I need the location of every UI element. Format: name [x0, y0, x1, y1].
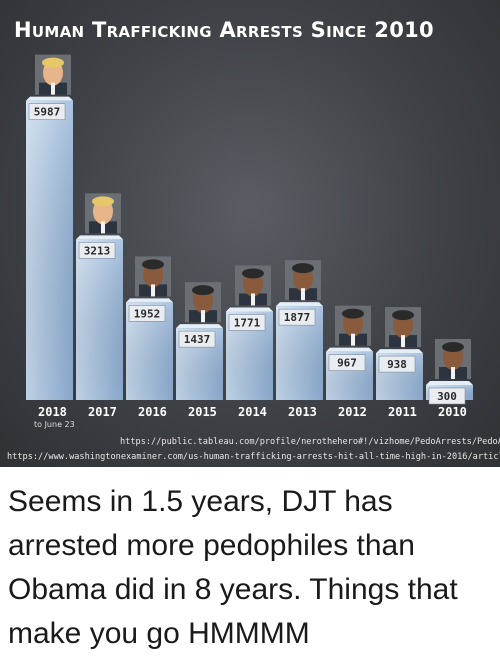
x-tick-label-2014: 2014 [238, 405, 267, 419]
portrait-hair [392, 310, 414, 321]
value-label-box-2014 [228, 314, 266, 331]
meme-image: Human Trafficking Arrests Since 2010 598… [0, 0, 500, 467]
bar-top-2015 [176, 324, 223, 329]
portrait-hair [442, 342, 464, 352]
source-url-2: https://www.washingtonexaminer.com/us-hu… [7, 452, 500, 462]
value-label-box-2016 [128, 305, 166, 322]
portrait-trump-icon [85, 193, 121, 234]
portrait-shirt [201, 310, 205, 323]
portrait-shirt [51, 82, 55, 95]
portrait-obama-icon [435, 339, 471, 379]
value-label-2015: 1437 [184, 333, 211, 346]
x-tick-label-2018: 2018 [38, 405, 67, 419]
value-label-2011: 938 [387, 358, 407, 371]
portrait-hair [92, 196, 114, 207]
portrait-shirt [301, 288, 305, 301]
value-label-box-2017 [78, 242, 116, 259]
x-tick-label-2012: 2012 [338, 405, 367, 419]
bar-top-2016 [126, 298, 173, 303]
bar-top-2010 [426, 381, 473, 385]
x-tick-label-2017: 2017 [88, 405, 117, 419]
value-label-2018: 5987 [34, 106, 61, 119]
value-label-box-2010 [428, 387, 466, 405]
value-label-box-2018 [28, 103, 66, 120]
value-label-box-2013 [278, 308, 316, 326]
bar-top-2018 [26, 96, 73, 101]
portrait-obama-icon [385, 307, 421, 348]
portrait-obama-icon [185, 282, 221, 323]
portrait-shirt [251, 293, 255, 306]
portrait-hair [342, 308, 364, 319]
portrait-obama-icon [135, 256, 171, 297]
value-label-2017: 3213 [84, 244, 111, 257]
x-tick-label-2016: 2016 [138, 405, 167, 419]
value-label-2010: 300 [437, 390, 457, 403]
portrait-obama-icon [285, 260, 321, 301]
x-tick-label-2010: 2010 [438, 405, 467, 419]
x-tick-label-2015: 2015 [188, 405, 217, 419]
value-label-2012: 967 [337, 357, 357, 370]
bar-top-2017 [76, 235, 123, 240]
bar-top-2013 [276, 302, 323, 307]
bar-top-2012 [326, 347, 373, 352]
portrait-hair [242, 268, 264, 279]
caption-text: Seems in 1.5 years, DJT has arrested mor… [8, 485, 458, 650]
bar-top-2014 [226, 307, 273, 312]
x-tick-note-2018: to June 23 [34, 420, 75, 429]
portrait-shirt [351, 333, 355, 346]
portrait-shirt [151, 284, 155, 297]
chart-title: Human Trafficking Arrests Since 2010 [14, 18, 434, 42]
portrait-hair [42, 57, 64, 68]
bar-top-2011 [376, 349, 423, 354]
portrait-hair [292, 263, 314, 274]
bar-shade-2017 [76, 239, 123, 400]
value-label-box-2011 [378, 355, 416, 373]
portrait-shirt [451, 367, 455, 379]
value-label-box-2012 [328, 354, 366, 371]
portrait-shirt [101, 221, 105, 234]
portrait-obama-icon [235, 265, 271, 306]
value-label-box-2015 [178, 330, 216, 348]
portrait-hair [192, 285, 214, 296]
portrait-hair [142, 259, 164, 270]
value-label-2013: 1877 [284, 311, 311, 324]
value-label-2016: 1952 [134, 307, 161, 320]
portrait-shirt [401, 335, 405, 348]
x-tick-label-2011: 2011 [388, 405, 417, 419]
bar-shade-2018 [26, 100, 73, 401]
x-tick-label-2013: 2013 [288, 405, 317, 419]
portrait-trump-icon [35, 54, 71, 95]
value-label-2014: 1771 [234, 316, 261, 329]
portrait-obama-icon [335, 305, 371, 346]
source-url-1: https://public.tableau.com/profile/nerot… [120, 437, 500, 447]
